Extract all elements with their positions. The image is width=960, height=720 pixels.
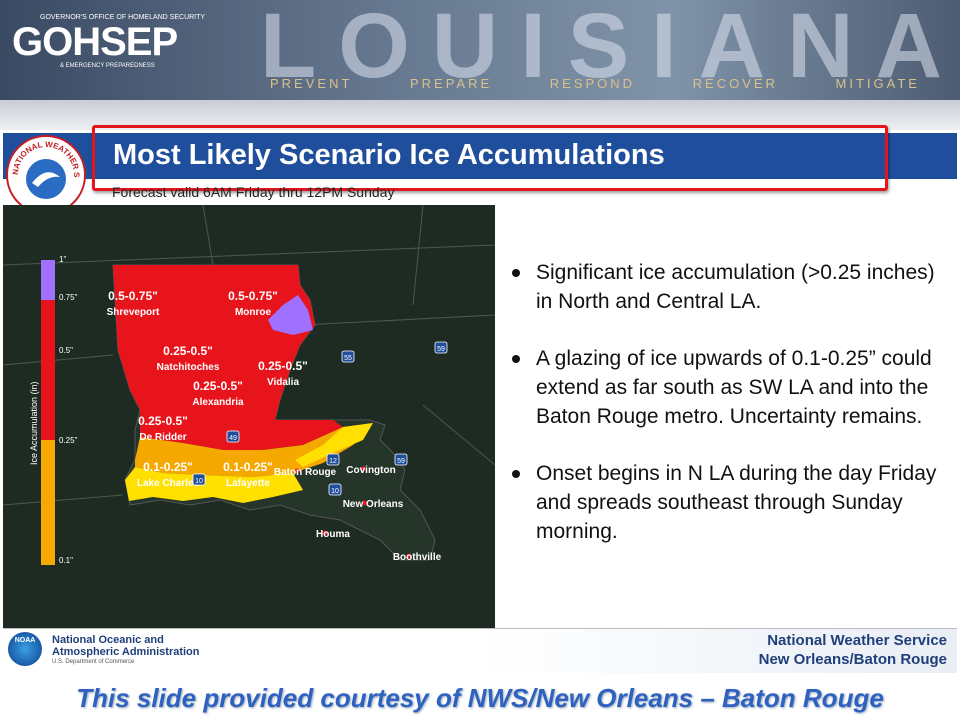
zone-place: Vidalia <box>267 377 299 388</box>
map-borders <box>3 205 495 506</box>
bullet: A glazing of ice upwards of 0.1-0.25” co… <box>508 344 948 431</box>
city-dot <box>362 500 368 506</box>
slide-title: Most Likely Scenario Ice Accumulations <box>113 139 665 171</box>
legend-label: 1" <box>59 255 66 264</box>
motto: RESPOND <box>549 76 636 91</box>
legend-orange <box>41 440 55 565</box>
zone-place: Lake Charles <box>137 478 200 489</box>
city-label: Baton Rouge <box>274 467 337 478</box>
highway-label: 49 <box>229 435 237 442</box>
zone-orange <box>135 423 373 477</box>
motto: PREPARE <box>410 76 493 91</box>
zone-purple <box>268 295 313 335</box>
city-dot <box>322 530 328 536</box>
bullet: Significant ice accumulation (>0.25 inch… <box>508 258 948 316</box>
highway-label: 59 <box>437 346 445 353</box>
city-dot <box>406 553 412 559</box>
zone-range: 0.1-0.25" <box>143 460 193 474</box>
city-label: Boothville <box>393 552 442 563</box>
zone-range: 0.5-0.75" <box>108 289 158 303</box>
noaa-text: U.S. Department of Commerce <box>52 659 135 665</box>
nws-text: National Weather Service <box>767 632 947 649</box>
title-bar <box>3 133 957 179</box>
legend-label: 0.1" <box>59 556 73 565</box>
org-line: & EMERGENCY PREPAREDNESS <box>60 63 155 69</box>
highway-label: 55 <box>344 355 352 362</box>
zone-yellow-east <box>295 423 373 467</box>
highway-shield <box>434 341 448 354</box>
legend-title: Ice Accumulation (in) <box>29 381 39 465</box>
highway-shield <box>328 483 342 496</box>
map: 1" 0.75" 0.5" 0.25" 0.1" Ice Accumulation (in… <box>3 205 495 628</box>
mottos: PREVENT PREPARE RESPOND RECOVER MITIGATE <box>270 76 920 91</box>
nws-text: New Orleans/Baton Rouge <box>758 651 947 668</box>
highlight-box <box>92 125 888 191</box>
legend-label: 0.25" <box>59 436 78 445</box>
city-label: Houma <box>316 529 350 540</box>
motto: PREVENT <box>270 76 353 91</box>
nws-logo-art: NATIONAL WEATHER SERVICE <box>5 130 81 199</box>
zone-range: 0.1-0.25" <box>223 460 273 474</box>
legend-label: 0.5" <box>59 346 73 355</box>
motto: MITIGATE <box>835 76 920 91</box>
org-logo: GOHSEP <box>12 20 178 64</box>
zone-place: Shreveport <box>107 307 160 318</box>
nws-logo: NATIONAL WEATHER SERVICE <box>5 130 86 215</box>
bullet-list: Significant ice accumulation (>0.25 inch… <box>508 258 948 574</box>
highway-shield <box>341 350 355 363</box>
zone-place: De Ridder <box>139 432 186 443</box>
footer <box>3 628 957 673</box>
zone-range: 0.25-0.5" <box>258 359 308 373</box>
header-banner: LOUISIANA GOVERNOR'S OFFICE OF HOMELAND … <box>0 0 960 100</box>
banner-text: LOUISIANA <box>260 0 960 97</box>
highway-shield <box>394 453 408 466</box>
city-label: New Orleans <box>343 499 404 510</box>
legend-purple <box>41 260 55 300</box>
zone-range: 0.25-0.5" <box>193 379 243 393</box>
bullet: Onset begins in N LA during the day Frid… <box>508 459 948 546</box>
zone-place: Monroe <box>235 307 272 318</box>
legend-label: 0.75" <box>59 293 78 302</box>
city-label: Covington <box>346 465 395 476</box>
logo-swirl <box>32 172 60 187</box>
highway-shield <box>226 430 240 443</box>
motto: RECOVER <box>692 76 778 91</box>
zone-yellow <box>125 467 303 503</box>
noaa-logo: NOAA <box>8 632 42 666</box>
zone-place: Lafayette <box>226 478 270 489</box>
zone-place: Natchitoches <box>157 362 220 373</box>
highway-label: 10 <box>331 488 339 495</box>
highway-label: 12 <box>329 458 337 465</box>
city-dot <box>360 466 366 472</box>
noaa-text: Atmospheric Administration <box>52 646 200 658</box>
org-line: GOVERNOR'S OFFICE OF HOMELAND SECURITY <box>40 14 206 21</box>
city-dot <box>294 468 300 474</box>
zone-range: 0.25-0.5" <box>163 344 213 358</box>
highway-shield <box>192 473 206 486</box>
noaa-text: National Oceanic and <box>52 634 164 646</box>
slide-subtitle: Forecast valid 6AM Friday thru 12PM Sund… <box>112 184 395 200</box>
legend-red <box>41 300 55 440</box>
caption: This slide provided courtesy of NWS/New … <box>76 683 884 713</box>
highway-label: 10 <box>195 478 203 485</box>
highway-label: 59 <box>397 458 405 465</box>
zone-range: 0.25-0.5" <box>138 414 188 428</box>
zone-range: 0.5-0.75" <box>228 289 278 303</box>
highway-shield <box>326 453 340 466</box>
zone-place: Alexandria <box>192 397 244 408</box>
